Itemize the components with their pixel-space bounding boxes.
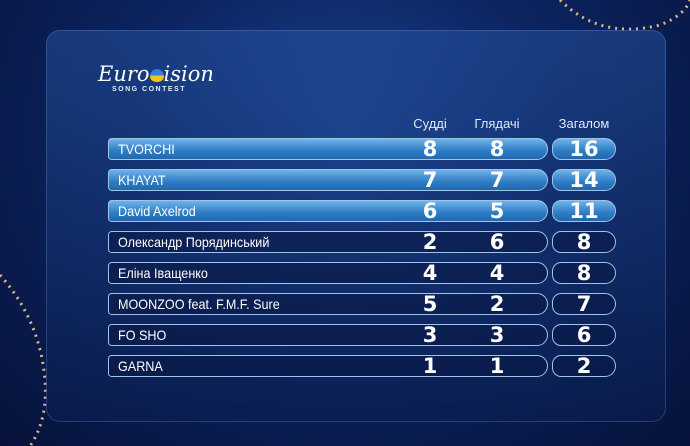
name-bar <box>108 231 548 253</box>
name-bar <box>108 293 548 315</box>
performer-name: David Axelrod <box>118 203 196 219</box>
viewers-score: 3 <box>489 323 505 347</box>
viewers-score: 6 <box>489 230 505 254</box>
performer-name: FO SHO <box>118 327 167 343</box>
judges-score: 1 <box>422 354 438 378</box>
judges-score: 7 <box>422 168 438 192</box>
total-box <box>552 262 616 284</box>
header-judges: Судді <box>413 116 447 131</box>
viewers-score: 5 <box>489 199 505 223</box>
eurovision-logo: Euro ision SONG CONTEST <box>98 62 214 93</box>
table-row: FO SHO 3 3 6 <box>108 324 616 346</box>
performer-name: TVORCHI <box>118 141 175 157</box>
judges-score: 6 <box>422 199 438 223</box>
total-score: 6 <box>576 323 592 347</box>
name-bar <box>108 138 548 160</box>
name-bar <box>108 169 548 191</box>
judges-score: 2 <box>422 230 438 254</box>
header-viewers: Глядачі <box>474 116 520 131</box>
total-box <box>552 200 616 222</box>
total-box <box>552 324 616 346</box>
judges-score: 4 <box>422 261 438 285</box>
name-bar <box>108 355 548 377</box>
total-box <box>552 169 616 191</box>
total-score: 8 <box>576 261 592 285</box>
performer-name: Олександр Порядинський <box>118 234 270 250</box>
table-row: TVORCHI 8 8 16 <box>108 138 616 160</box>
performer-name: MOONZOO feat. F.M.F. Sure <box>118 296 280 312</box>
viewers-score: 2 <box>489 292 505 316</box>
performer-name: GARNA <box>118 358 163 374</box>
viewers-score: 4 <box>489 261 505 285</box>
name-bar <box>108 324 548 346</box>
performer-name: Еліна Іващенко <box>118 265 208 281</box>
total-box <box>552 138 616 160</box>
total-box <box>552 355 616 377</box>
viewers-score: 1 <box>489 354 505 378</box>
table-row: Еліна Іващенко 4 4 8 <box>108 262 616 284</box>
judges-score: 3 <box>422 323 438 347</box>
table-row: GARNA 1 1 2 <box>108 355 616 377</box>
viewers-score: 8 <box>489 137 505 161</box>
name-bar <box>108 262 548 284</box>
total-box <box>552 293 616 315</box>
viewers-score: 7 <box>489 168 505 192</box>
total-score: 11 <box>569 199 599 223</box>
total-score: 14 <box>569 168 599 192</box>
name-bar <box>108 200 548 222</box>
heart-icon <box>149 69 164 82</box>
total-score: 8 <box>576 230 592 254</box>
judges-score: 5 <box>422 292 438 316</box>
header-total: Загалом <box>558 116 610 131</box>
table-row: David Axelrod 6 5 11 <box>108 200 616 222</box>
total-box <box>552 231 616 253</box>
performer-name: KHAYAT <box>118 172 166 188</box>
total-score: 7 <box>576 292 592 316</box>
table-row: KHAYAT 7 7 14 <box>108 169 616 191</box>
total-score: 2 <box>576 354 592 378</box>
judges-score: 8 <box>422 137 438 161</box>
table-row: Олександр Порядинський 2 6 8 <box>108 231 616 253</box>
total-score: 16 <box>569 137 599 161</box>
table-row: MOONZOO feat. F.M.F. Sure 5 2 7 <box>108 293 616 315</box>
